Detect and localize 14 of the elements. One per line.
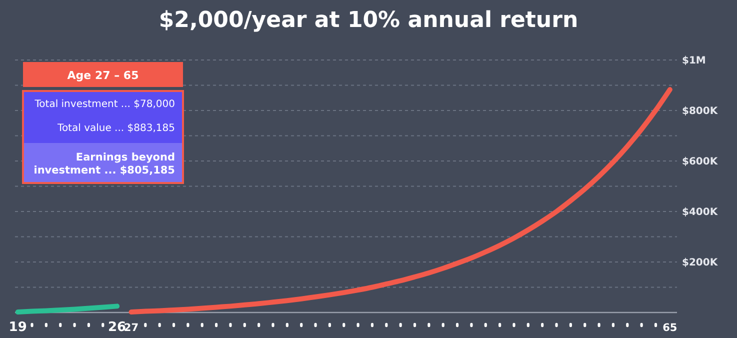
y-tick-label: $600K xyxy=(682,156,719,168)
chart-title: $2,000/year at 10% annual return xyxy=(158,8,578,33)
y-tick-label: $800K xyxy=(682,106,719,117)
x-tick-label: 19 xyxy=(8,320,27,335)
x-tick-label: 26 xyxy=(108,320,126,335)
annotation: Total investment ... $78,000 xyxy=(34,99,175,110)
y-tick-label: $400K xyxy=(682,207,719,218)
x-tick-label: 27 xyxy=(124,322,139,334)
y-tick-label: $1M xyxy=(682,56,706,66)
annotation: Age 27 – 65 xyxy=(67,69,139,82)
annotation: Total value ... $883,185 xyxy=(56,123,175,134)
y-tick-label: $200K xyxy=(682,258,719,268)
annotation: Earnings beyond investment ... $805,185 xyxy=(34,152,175,176)
x-tick-label: 65 xyxy=(662,322,678,334)
